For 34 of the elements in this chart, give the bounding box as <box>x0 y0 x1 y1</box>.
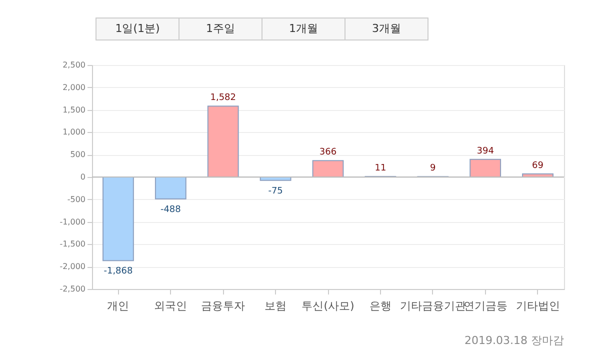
data-label: -1,868 <box>104 266 133 277</box>
y-tick-label: -2,500 <box>60 284 86 294</box>
y-tick-label: 2,500 <box>62 60 86 70</box>
text: 1주일 <box>206 22 235 35</box>
x-tick-label: 금융투자 <box>201 300 246 312</box>
data-label: 9 <box>430 164 436 174</box>
x-tick-label: 투신(사모) <box>302 300 354 312</box>
y-tick-label: -1,500 <box>60 240 86 249</box>
y-tick-label: -2,000 <box>60 262 86 272</box>
text: 1개월 <box>289 22 318 35</box>
y-tick-label: -1,000 <box>60 217 86 226</box>
x-tick-label: 기타법인 <box>516 300 560 312</box>
y-tick-label: -500 <box>67 194 86 204</box>
data-label: -75 <box>268 186 283 196</box>
data-label: 69 <box>532 160 544 171</box>
x-tick-label: 외국인 <box>154 300 188 312</box>
x-tick-label: 보험 <box>264 300 287 312</box>
x-tick-label: 연기금등 <box>463 300 508 312</box>
text: 1일(1분) <box>115 22 160 35</box>
data-label: 1,582 <box>210 93 236 104</box>
y-tick-label: 500 <box>70 150 86 160</box>
y-tick-label: 1,500 <box>62 105 86 114</box>
data-label: 394 <box>476 146 494 156</box>
y-tick-label: 0 <box>80 172 86 182</box>
text: 2019.03.18 장마감 <box>464 334 564 347</box>
data-label: 11 <box>374 164 386 174</box>
x-tick-label: 개인 <box>107 300 130 312</box>
data-label: 366 <box>319 148 337 158</box>
x-tick-label: 은행 <box>369 300 392 312</box>
y-tick-label: 2,000 <box>62 82 86 92</box>
data-label: -488 <box>160 204 182 215</box>
x-tick-label: 기타금융기관 <box>400 300 466 312</box>
text: 3개월 <box>372 22 401 35</box>
y-tick-label: 1,000 <box>62 128 86 137</box>
